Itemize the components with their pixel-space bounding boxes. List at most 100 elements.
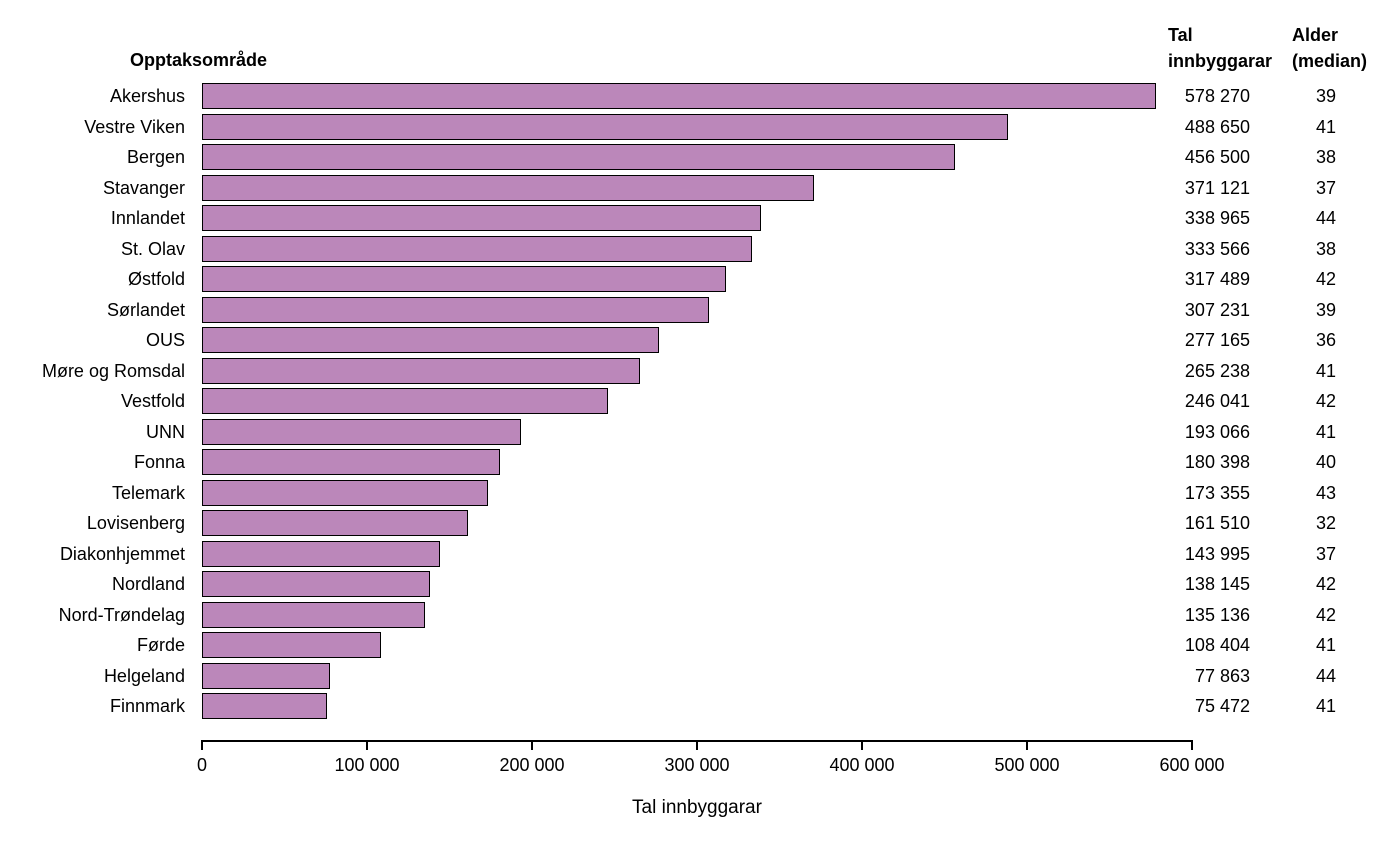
value-column-header-line2: innbyggarar — [1168, 51, 1273, 71]
bar-label: Lovisenberg — [86, 513, 185, 533]
bar-label: Innlandet — [110, 208, 185, 228]
x-axis-tick — [531, 740, 533, 750]
bar — [202, 663, 330, 689]
bar — [202, 693, 327, 719]
median-age-label: 40 — [1315, 452, 1337, 472]
bar — [202, 632, 381, 658]
median-age-label: 41 — [1315, 117, 1337, 137]
bar-label: Telemark — [111, 483, 185, 503]
median-age-label: 42 — [1315, 605, 1337, 625]
value-label: 488 650 — [1184, 117, 1250, 137]
x-axis-title: Tal innbyggarar — [632, 797, 762, 818]
value-label: 180 398 — [1184, 452, 1250, 472]
bar-label: Stavanger — [102, 178, 185, 198]
value-label: 277 165 — [1184, 330, 1250, 350]
median-age-label: 44 — [1315, 666, 1337, 686]
bar-label: Fonna — [133, 452, 185, 472]
value-label: 246 041 — [1184, 391, 1250, 411]
median-age-label: 42 — [1315, 574, 1337, 594]
bar-label: Møre og Romsdal — [41, 361, 185, 381]
bar-label: OUS — [145, 330, 185, 350]
bar-label: St. Olav — [120, 239, 185, 259]
bar-label: Vestfold — [120, 391, 185, 411]
value-label: 77 863 — [1194, 666, 1250, 686]
bar — [202, 541, 440, 567]
value-label: 317 489 — [1184, 269, 1250, 289]
bar-label: Førde — [136, 635, 185, 655]
bar — [202, 602, 425, 628]
bar — [202, 175, 814, 201]
x-axis-tick-label: 300 000 — [664, 755, 730, 775]
bar — [202, 205, 761, 231]
value-column-header-line1: Tal — [1168, 25, 1193, 45]
bar — [202, 83, 1156, 109]
x-axis-tick — [201, 740, 203, 750]
bar — [202, 449, 500, 475]
bar-label: Diakonhjemmet — [59, 544, 185, 564]
median-age-label: 37 — [1315, 544, 1337, 564]
value-label: 193 066 — [1184, 422, 1250, 442]
median-age-label: 36 — [1315, 330, 1337, 350]
bar — [202, 571, 430, 597]
value-label: 138 145 — [1184, 574, 1250, 594]
bar-label: Nord-Trøndelag — [58, 605, 185, 625]
median-age-label: 41 — [1315, 696, 1337, 716]
median-age-label: 44 — [1315, 208, 1337, 228]
value-label: 265 238 — [1184, 361, 1250, 381]
bar — [202, 327, 659, 353]
bar — [202, 114, 1008, 140]
median-age-label: 41 — [1315, 422, 1337, 442]
median-age-label: 32 — [1315, 513, 1337, 533]
bar — [202, 358, 640, 384]
x-axis-tick-label: 500 000 — [994, 755, 1060, 775]
category-column-header: Opptaksområde — [130, 50, 268, 70]
value-label: 75 472 — [1194, 696, 1250, 716]
value-label: 578 270 — [1184, 86, 1250, 106]
x-axis-tick — [861, 740, 863, 750]
x-axis-tick — [1191, 740, 1193, 750]
median-age-label: 41 — [1315, 361, 1337, 381]
age-column-header-line1: Alder — [1292, 25, 1339, 45]
bar-label: Østfold — [127, 269, 185, 289]
median-age-label: 39 — [1315, 86, 1337, 106]
bar-label: Akershus — [109, 86, 185, 106]
median-age-label: 37 — [1315, 178, 1337, 198]
x-axis-tick — [696, 740, 698, 750]
bar — [202, 510, 468, 536]
x-axis-tick — [366, 740, 368, 750]
bar — [202, 297, 709, 323]
bar — [202, 388, 608, 414]
value-label: 135 136 — [1184, 605, 1250, 625]
x-axis-tick-label: 100 000 — [334, 755, 400, 775]
age-column-header-line2: (median) — [1292, 51, 1368, 71]
x-axis-tick — [1026, 740, 1028, 750]
bar-label: Sørlandet — [106, 300, 185, 320]
value-label: 338 965 — [1184, 208, 1250, 228]
median-age-label: 43 — [1315, 483, 1337, 503]
bar — [202, 144, 955, 170]
bar-label: UNN — [146, 422, 185, 442]
bar — [202, 480, 488, 506]
median-age-label: 39 — [1315, 300, 1337, 320]
x-axis-tick-label: 0 — [196, 755, 207, 775]
x-axis-tick-label: 400 000 — [829, 755, 895, 775]
bar-label: Bergen — [126, 147, 185, 167]
value-label: 307 231 — [1184, 300, 1250, 320]
value-label: 456 500 — [1184, 147, 1250, 167]
value-label: 143 995 — [1184, 544, 1250, 564]
bar-label: Nordland — [111, 574, 185, 594]
bar — [202, 236, 752, 262]
median-age-label: 38 — [1315, 239, 1337, 259]
median-age-label: 42 — [1315, 391, 1337, 411]
bar — [202, 419, 521, 445]
value-label: 371 121 — [1184, 178, 1250, 198]
median-age-label: 41 — [1315, 635, 1337, 655]
value-label: 161 510 — [1184, 513, 1250, 533]
median-age-label: 38 — [1315, 147, 1337, 167]
median-age-label: 42 — [1315, 269, 1337, 289]
x-axis-tick-label: 600 000 — [1159, 755, 1225, 775]
value-label: 173 355 — [1184, 483, 1250, 503]
age-column-header: Alder (median) — [1292, 22, 1367, 74]
bar-label: Finnmark — [109, 696, 185, 716]
